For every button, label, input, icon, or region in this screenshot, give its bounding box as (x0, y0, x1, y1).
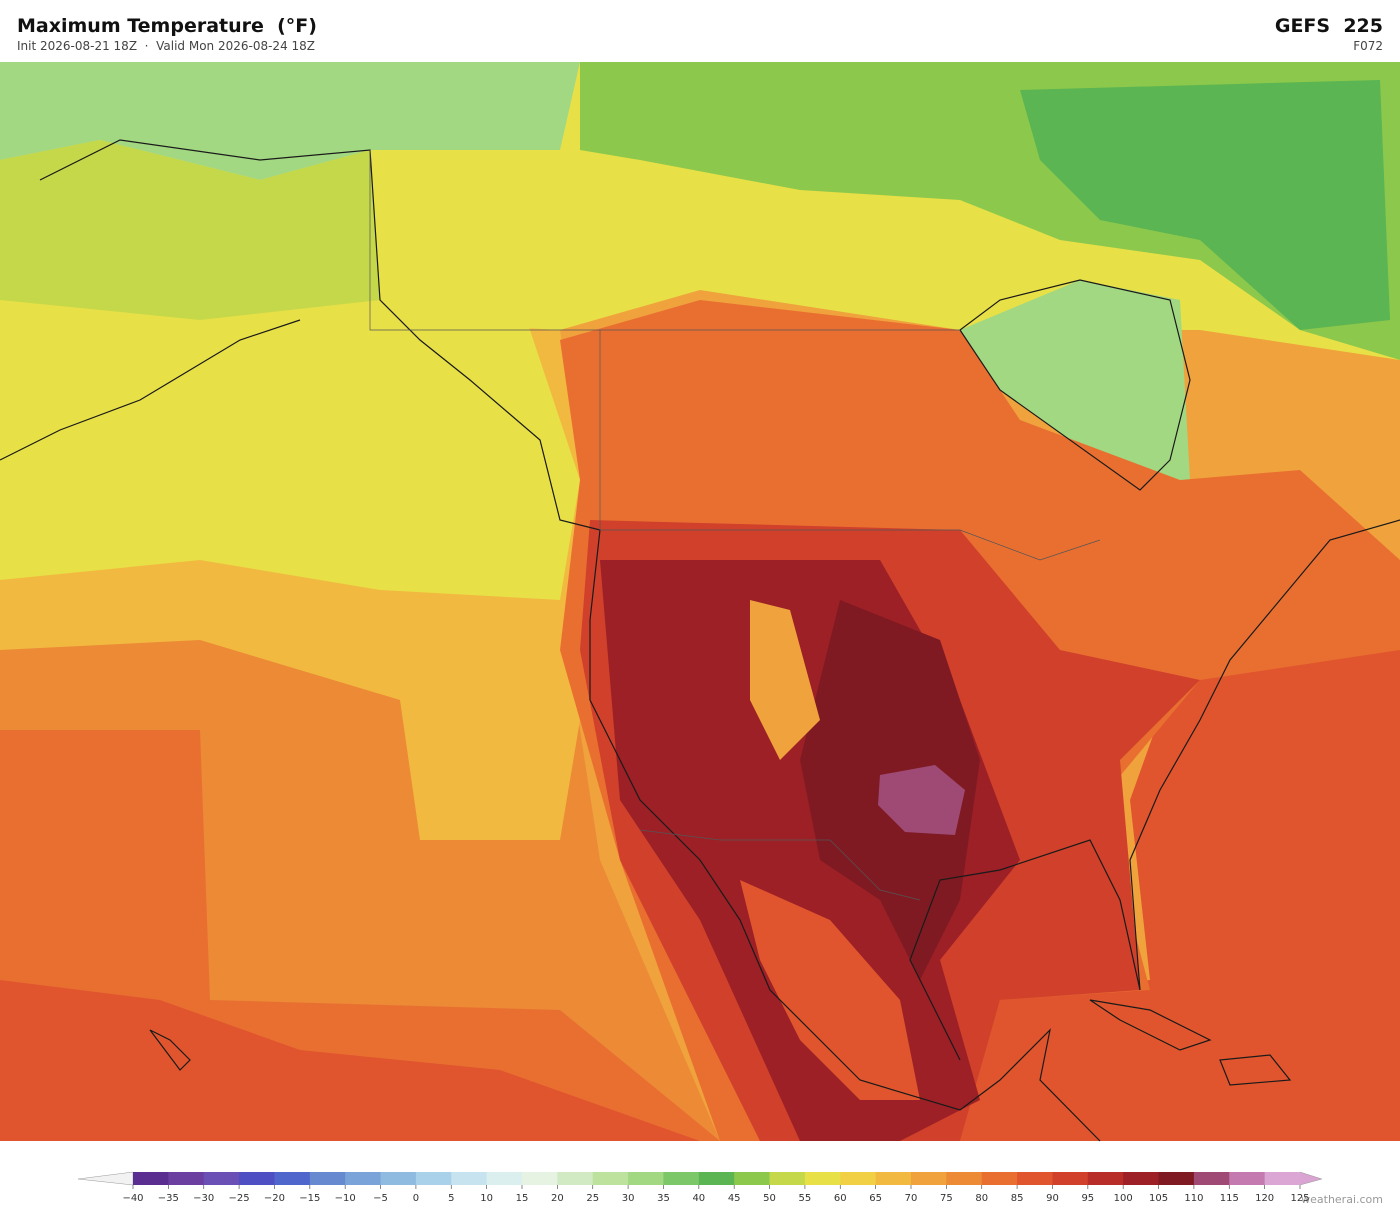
colorbar-swatch (698, 1172, 735, 1185)
colorbar-swatch (133, 1172, 169, 1185)
title: Maximum Temperature (°F) (17, 15, 317, 37)
forecast-hour: F072 (1353, 39, 1383, 53)
colorbar-swatch (840, 1172, 877, 1185)
colorbar-tick-label: 75 (940, 1193, 953, 1204)
highland-region (740, 880, 920, 1100)
coastline (959, 279, 1191, 491)
colorbar-tick-label: 45 (728, 1193, 741, 1204)
colorbar-tick-label: 10 (480, 1193, 493, 1204)
colorbar-swatch (592, 1172, 629, 1185)
coastline (1129, 519, 1400, 991)
colorbar-tick-label: −20 (264, 1193, 285, 1204)
colorbar-swatch (663, 1172, 700, 1185)
colorbar-tick-label: 110 (1184, 1193, 1203, 1204)
colorbar-swatch (522, 1172, 558, 1185)
colorbar-tick-label: −5 (373, 1193, 388, 1204)
colorbar-swatch (1158, 1172, 1195, 1185)
land-region (0, 62, 580, 180)
colorbar-tick-label: 35 (657, 1193, 670, 1204)
colorbar-tick-label: −15 (299, 1193, 320, 1204)
colorbar-tick-label: 40 (692, 1193, 705, 1204)
colorbar-tick-label: 20 (551, 1193, 564, 1204)
highland-region (750, 600, 820, 760)
colorbar-under (77, 1171, 134, 1186)
coastline (0, 319, 301, 461)
colorbar-tick-label: 25 (586, 1193, 599, 1204)
ocean-region (950, 640, 1400, 1141)
colorbar-tick-label: 5 (448, 1193, 454, 1204)
colorbar-swatch (486, 1172, 523, 1185)
colorbar-tick-label: 30 (622, 1193, 635, 1204)
colorbar-swatch (1229, 1172, 1266, 1185)
colorbar-swatch (1087, 1172, 1124, 1185)
colorbar-swatch (1193, 1172, 1230, 1185)
colorbar-swatch (1123, 1172, 1160, 1185)
colorbar-swatch (557, 1172, 594, 1185)
coastline (149, 999, 1292, 1086)
colorbar: −40 −35 −30 −25 −20 −15 −10 −5 0 5 10 15 20 25 30 35 40 4… (77, 1171, 1323, 1204)
colorbar-swatch (628, 1172, 664, 1185)
colorbar-tick-label: 65 (869, 1193, 882, 1204)
colorbar-swatch (875, 1172, 912, 1185)
subtitle: Init 2026-08-21 18Z · Valid Mon 2026-08-… (17, 39, 316, 53)
colorbar-tick-label: 115 (1220, 1193, 1239, 1204)
colorbar-tick-label: 55 (799, 1193, 812, 1204)
colorbar-swatch (1017, 1172, 1053, 1185)
colorbar-swatch (380, 1172, 417, 1185)
colorbar-tick-label: 125 (1290, 1193, 1309, 1204)
ocean-region (0, 280, 580, 600)
hot-region (878, 765, 965, 835)
colorbar-swatch (946, 1172, 983, 1185)
colorbar-swatch (274, 1172, 311, 1185)
colorbar-swatch (1264, 1172, 1301, 1185)
colorbar-tick-label: 85 (1011, 1193, 1024, 1204)
land-region (0, 140, 380, 320)
watermark: weatherai.com (1301, 1193, 1383, 1206)
border (369, 150, 1101, 901)
colorbar-swatch (451, 1172, 488, 1185)
colorbar-tick-label: 120 (1255, 1193, 1274, 1204)
bay-region (960, 280, 1190, 490)
colorbar-tick-label: −35 (158, 1193, 179, 1204)
colorbar-tick-label: 70 (905, 1193, 918, 1204)
colorbar-tick-label: 60 (834, 1193, 847, 1204)
colorbar-swatch (911, 1172, 947, 1185)
colorbar-tick-label: 95 (1081, 1193, 1094, 1204)
colorbar-swatch (734, 1172, 771, 1185)
colorbar-tick-label: 100 (1114, 1193, 1133, 1204)
coastline (39, 139, 1101, 1142)
ocean-region (0, 980, 700, 1141)
map (0, 62, 1400, 1142)
colorbar-swatch (345, 1172, 382, 1185)
colorbar-swatch (203, 1172, 240, 1185)
colorbar-swatch (168, 1172, 205, 1185)
colorbar-swatch (769, 1172, 806, 1185)
coastline (909, 839, 1141, 1061)
colorbar-swatch (804, 1172, 841, 1185)
colorbar-swatch (981, 1172, 1018, 1185)
colorbar-swatch (415, 1172, 452, 1185)
colorbar-tick-label: −40 (122, 1193, 143, 1204)
land-region (1020, 80, 1390, 330)
colorbar-swatch (1052, 1172, 1089, 1185)
colorbar-swatch (309, 1172, 346, 1185)
colorbar-swatch (239, 1172, 275, 1185)
colorbar-tick-label: 50 (763, 1193, 776, 1204)
colorbar-tick-label: 105 (1149, 1193, 1168, 1204)
colorbar-tick-label: −30 (193, 1193, 214, 1204)
colorbar-tick-label: −25 (229, 1193, 250, 1204)
colorbar-tick-label: −10 (335, 1193, 356, 1204)
colorbar-tick-label: 15 (516, 1193, 529, 1204)
colorbar-tick-label: 80 (975, 1193, 988, 1204)
model-name: GEFS 225 (1274, 15, 1383, 37)
colorbar-over (1299, 1171, 1323, 1186)
colorbar-tick-label: 90 (1046, 1193, 1059, 1204)
colorbar-tick-label: 0 (413, 1193, 419, 1204)
